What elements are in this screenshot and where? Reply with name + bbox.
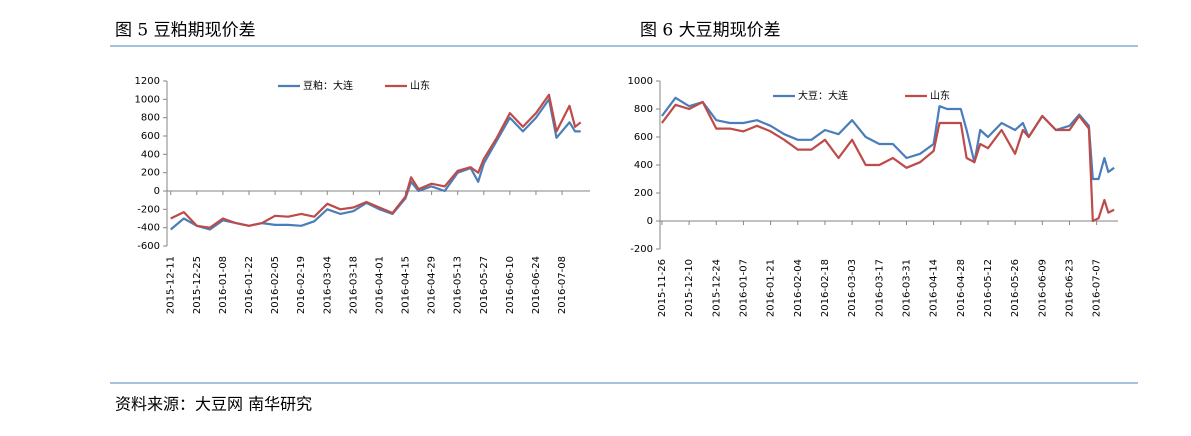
x-tick-label: 2016-02-05	[270, 256, 281, 314]
series-line	[169, 98, 581, 231]
x-tick-label: 2016-03-31	[901, 259, 912, 317]
y-tick-label: -600	[137, 241, 160, 252]
x-tick-label: 2016-02-18	[820, 259, 831, 317]
y-tick-label: 1000	[135, 94, 160, 105]
figure-title: 图 6 大豆期现价差	[640, 21, 781, 41]
y-tick-label: 800	[141, 113, 160, 124]
x-tick-label: 2015-11-26	[657, 259, 668, 317]
x-tick-label: 2016-01-07	[738, 259, 749, 317]
x-tick-label: 2016-03-04	[322, 256, 333, 314]
x-tick-label: 2016-05-27	[479, 256, 490, 314]
figure-title: 图 5 豆粕期现价差	[115, 21, 256, 41]
x-tick-label: 2016-03-17	[874, 259, 885, 317]
y-tick-label: 400	[634, 160, 653, 171]
y-tick-label: -200	[630, 244, 653, 255]
x-tick-label: 2016-07-08	[557, 256, 568, 314]
x-tick-label: 2016-04-28	[956, 259, 967, 317]
y-tick-label: 200	[634, 188, 653, 199]
x-tick-label: 2015-12-25	[192, 256, 203, 314]
y-tick-label: 400	[141, 149, 160, 160]
x-tick-label: 2016-01-21	[766, 259, 777, 317]
series-line	[661, 96, 1115, 181]
y-tick-label: 0	[647, 216, 653, 227]
x-tick-label: 2016-04-15	[401, 256, 412, 314]
legend-label: 豆粕：大连	[303, 79, 353, 92]
legend-label: 山东	[410, 79, 430, 92]
x-tick-label: 2016-03-03	[847, 259, 858, 317]
y-tick-label: 1000	[628, 76, 653, 87]
series-line	[170, 93, 582, 229]
x-tick-label: 2016-01-08	[218, 256, 229, 314]
y-tick-label: 1200	[135, 76, 160, 87]
x-tick-label: 2016-05-13	[453, 256, 464, 314]
x-tick-label: 2016-01-22	[244, 256, 255, 314]
x-tick-label: 2016-02-04	[793, 259, 804, 317]
x-tick-label: 2015-12-10	[684, 259, 695, 317]
legend-label: 大豆：大连	[798, 89, 848, 102]
source-note: 资料来源：大豆网 南华研究	[115, 395, 312, 414]
x-tick-label: 2016-07-07	[1092, 259, 1103, 317]
x-tick-label: 2016-02-19	[296, 256, 307, 314]
legend-label: 山东	[930, 89, 950, 102]
x-tick-label: 2016-04-29	[427, 256, 438, 314]
y-tick-label: 600	[141, 131, 160, 142]
y-tick-label: 0	[154, 186, 160, 197]
x-tick-label: 2016-05-12	[983, 259, 994, 317]
x-tick-label: 2016-05-26	[1010, 259, 1021, 317]
x-tick-label: 2016-06-24	[531, 256, 542, 314]
x-tick-label: 2016-04-14	[929, 259, 940, 317]
series-line	[661, 100, 1115, 223]
y-tick-label: -200	[137, 204, 160, 215]
x-tick-label: 2016-04-01	[374, 256, 385, 314]
x-tick-label: 2016-06-10	[505, 256, 516, 314]
x-tick-label: 2016-06-23	[1064, 259, 1075, 317]
y-tick-label: 800	[634, 104, 653, 115]
x-tick-label: 2015-12-11	[166, 256, 177, 314]
x-tick-label: 2015-12-24	[711, 259, 722, 317]
x-tick-label: 2016-03-18	[348, 256, 359, 314]
y-tick-label: -400	[137, 223, 160, 234]
x-tick-label: 2016-06-09	[1037, 259, 1048, 317]
y-tick-label: 200	[141, 168, 160, 179]
y-tick-label: 600	[634, 132, 653, 143]
